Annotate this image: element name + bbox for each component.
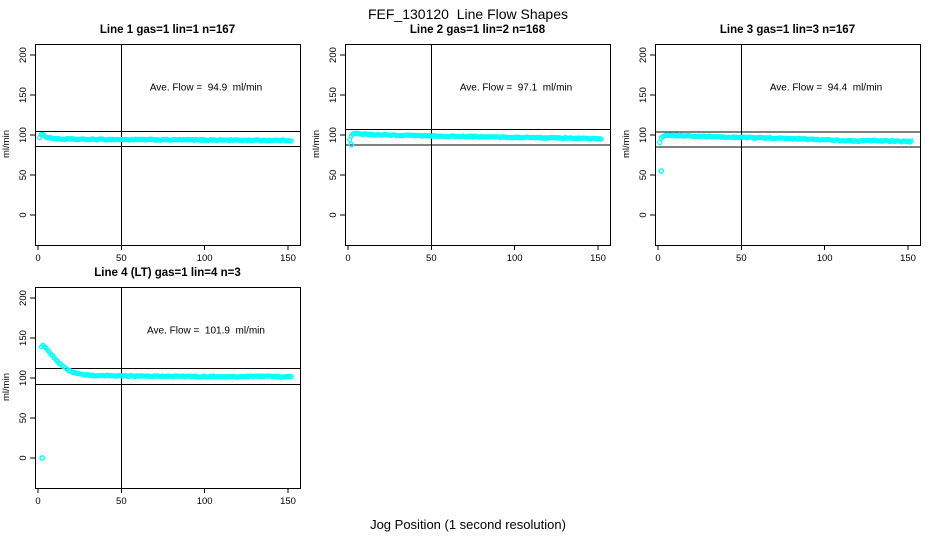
svg-text:50: 50 — [18, 413, 29, 424]
svg-text:50: 50 — [116, 496, 127, 507]
svg-text:ml/min: ml/min — [1, 130, 12, 158]
svg-text:150: 150 — [280, 253, 296, 264]
svg-text:150: 150 — [328, 87, 339, 103]
svg-text:0: 0 — [638, 212, 649, 217]
svg-text:0: 0 — [35, 253, 40, 264]
svg-text:200: 200 — [638, 47, 649, 63]
svg-text:100: 100 — [328, 127, 339, 143]
svg-text:100: 100 — [817, 253, 833, 264]
svg-text:50: 50 — [328, 170, 339, 181]
svg-text:100: 100 — [507, 253, 523, 264]
svg-text:0: 0 — [345, 253, 350, 264]
svg-text:50: 50 — [18, 170, 29, 181]
svg-text:0: 0 — [18, 212, 29, 217]
panel1-title: Line 1 gas=1 lin=1 n=167 — [99, 24, 236, 36]
svg-text:0: 0 — [35, 496, 40, 507]
panel1-average-flow-label: Ave. Flow = 94.9 ml/min — [149, 82, 263, 94]
chart-title: FEF_130120 Line Flow Shapes — [367, 6, 568, 22]
svg-text:100: 100 — [18, 370, 29, 386]
panel3-title: Line 3 gas=1 lin=3 n=167 — [719, 24, 856, 36]
svg-text:50: 50 — [736, 253, 747, 264]
svg-text:100: 100 — [197, 253, 213, 264]
svg-text:100: 100 — [197, 496, 213, 507]
svg-text:0: 0 — [328, 212, 339, 217]
svg-text:150: 150 — [638, 87, 649, 103]
svg-text:50: 50 — [116, 253, 127, 264]
svg-text:50: 50 — [638, 170, 649, 181]
svg-text:150: 150 — [590, 253, 606, 264]
svg-text:150: 150 — [900, 253, 916, 264]
svg-text:200: 200 — [18, 47, 29, 63]
panel2-average-flow-label: Ave. Flow = 97.1 ml/min — [459, 82, 573, 94]
svg-text:100: 100 — [18, 127, 29, 143]
svg-text:100: 100 — [638, 127, 649, 143]
svg-text:0: 0 — [655, 253, 660, 264]
svg-text:ml/min: ml/min — [1, 373, 12, 401]
svg-text:200: 200 — [328, 47, 339, 63]
panel4-average-flow-label: Ave. Flow = 101.9 ml/min — [147, 325, 265, 337]
svg-text:0: 0 — [18, 455, 29, 460]
panel2-title: Line 2 gas=1 lin=2 n=168 — [409, 24, 546, 36]
panel3-average-flow-label: Ave. Flow = 94.4 ml/min — [769, 82, 883, 94]
svg-text:150: 150 — [280, 496, 296, 507]
svg-text:150: 150 — [18, 330, 29, 346]
panel4-title: Line 4 (LT) gas=1 lin=4 n=3 — [94, 267, 241, 279]
svg-text:ml/min: ml/min — [621, 130, 632, 158]
svg-text:150: 150 — [18, 87, 29, 103]
x-axis-label: Jog Position (1 second resolution) — [370, 517, 566, 532]
svg-text:ml/min: ml/min — [311, 130, 322, 158]
svg-text:50: 50 — [426, 253, 437, 264]
svg-text:200: 200 — [18, 290, 29, 306]
